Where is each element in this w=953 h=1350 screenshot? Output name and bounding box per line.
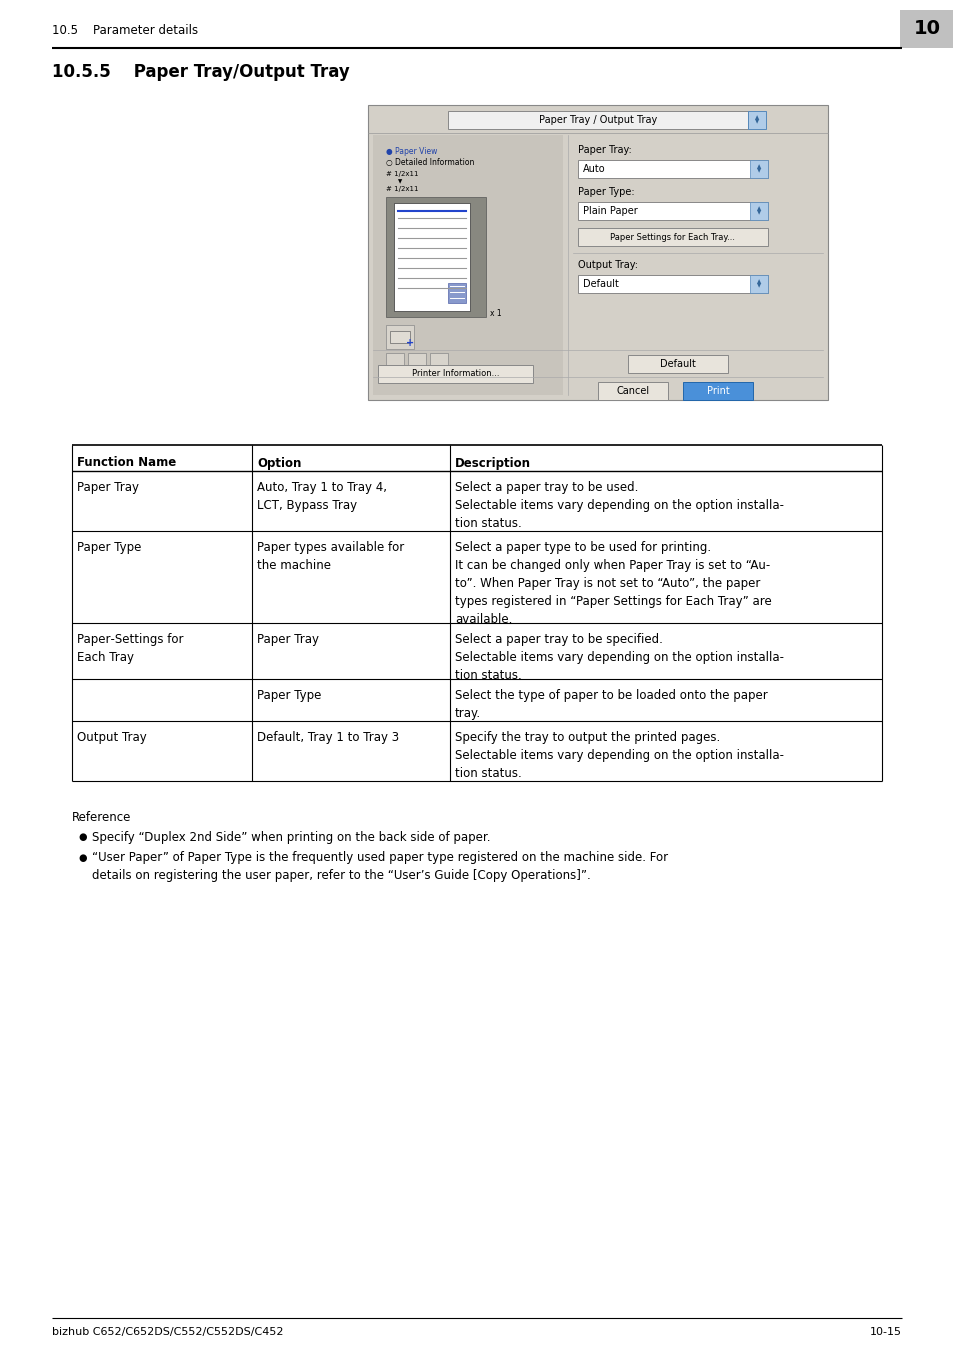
Text: Paper Type: Paper Type (256, 688, 321, 702)
Text: Paper Type: Paper Type (77, 541, 141, 554)
Text: 10.5    Parameter details: 10.5 Parameter details (52, 23, 198, 36)
Text: Default, Tray 1 to Tray 3: Default, Tray 1 to Tray 3 (256, 730, 398, 744)
Text: Auto, Tray 1 to Tray 4,
LCT, Bypass Tray: Auto, Tray 1 to Tray 4, LCT, Bypass Tray (256, 481, 387, 512)
Text: Specify the tray to output the printed pages.
Selectable items vary depending on: Specify the tray to output the printed p… (455, 730, 783, 780)
Text: Reference: Reference (71, 811, 132, 824)
Bar (448, 111, 747, 130)
Text: Select the type of paper to be loaded onto the paper
tray.: Select the type of paper to be loaded on… (455, 688, 767, 720)
Text: Print: Print (706, 386, 729, 396)
Bar (408, 352, 426, 371)
Text: Select a paper tray to be used.
Selectable items vary depending on the option in: Select a paper tray to be used. Selectab… (455, 481, 783, 531)
Text: Paper Tray: Paper Tray (77, 481, 139, 494)
Text: Specify “Duplex 2nd Side” when printing on the back side of paper.: Specify “Duplex 2nd Side” when printing … (91, 832, 490, 844)
Text: # 1/2x11: # 1/2x11 (386, 171, 418, 177)
Text: ● Paper View: ● Paper View (386, 147, 436, 157)
Text: x 1: x 1 (490, 309, 501, 319)
Text: ▲
▼: ▲ ▼ (756, 165, 760, 174)
Text: ▲
▼: ▲ ▼ (754, 115, 759, 124)
Text: Output Tray:: Output Tray: (578, 261, 638, 270)
Text: Select a paper type to be used for printing.
It can be changed only when Paper T: Select a paper type to be used for print… (455, 541, 771, 626)
Text: Description: Description (455, 456, 531, 470)
Bar (578, 202, 767, 220)
Bar (749, 202, 767, 220)
Text: 10-15: 10-15 (869, 1327, 901, 1336)
Text: +: + (406, 338, 414, 348)
Bar (747, 111, 765, 130)
Text: 10: 10 (913, 19, 940, 39)
Bar (899, 9, 953, 49)
Text: ○ Detailed Information: ○ Detailed Information (386, 158, 474, 167)
Text: Paper Tray: Paper Tray (256, 633, 318, 647)
Bar (578, 161, 767, 178)
Text: Cancel: Cancel (616, 386, 649, 396)
Bar (377, 364, 533, 383)
Bar (430, 352, 448, 371)
Bar (394, 202, 470, 310)
Text: “User Paper” of Paper Type is the frequently used paper type registered on the m: “User Paper” of Paper Type is the freque… (91, 852, 667, 883)
Bar (448, 284, 465, 302)
Text: Plain Paper: Plain Paper (582, 207, 638, 216)
Text: Function Name: Function Name (77, 456, 176, 470)
Bar (578, 228, 767, 246)
Text: ●: ● (78, 852, 87, 863)
Text: Paper Tray / Output Tray: Paper Tray / Output Tray (538, 115, 657, 126)
Bar (386, 197, 485, 317)
Bar (749, 161, 767, 178)
Text: Paper Type:: Paper Type: (578, 188, 634, 197)
Text: Paper types available for
the machine: Paper types available for the machine (256, 541, 404, 572)
Text: Printer Information...: Printer Information... (412, 370, 498, 378)
Bar (598, 382, 667, 400)
Text: 10.5.5    Paper Tray/Output Tray: 10.5.5 Paper Tray/Output Tray (52, 63, 350, 81)
Text: Paper Settings for Each Tray...: Paper Settings for Each Tray... (610, 232, 735, 242)
Bar (386, 352, 403, 371)
Text: Default: Default (659, 359, 695, 369)
Bar (682, 382, 752, 400)
Text: ▼: ▼ (397, 180, 402, 184)
Bar (368, 105, 827, 400)
Text: Paper Tray:: Paper Tray: (578, 144, 631, 155)
Bar (390, 331, 410, 343)
Bar (627, 355, 727, 373)
Text: Select a paper tray to be specified.
Selectable items vary depending on the opti: Select a paper tray to be specified. Sel… (455, 633, 783, 682)
Text: ▲
▼: ▲ ▼ (756, 279, 760, 289)
Text: ▲
▼: ▲ ▼ (756, 207, 760, 216)
Text: bizhub C652/C652DS/C552/C552DS/C452: bizhub C652/C652DS/C552/C552DS/C452 (52, 1327, 283, 1336)
Bar (749, 275, 767, 293)
Bar (373, 135, 562, 396)
Text: Auto: Auto (582, 163, 605, 174)
Text: Default: Default (582, 279, 618, 289)
Text: Paper­Settings for
Each Tray: Paper­Settings for Each Tray (77, 633, 183, 664)
Text: Option: Option (256, 456, 301, 470)
Bar (386, 325, 414, 350)
Text: # 1/2x11: # 1/2x11 (386, 186, 418, 192)
Bar (578, 275, 767, 293)
Text: Output Tray: Output Tray (77, 730, 147, 744)
Text: ●: ● (78, 832, 87, 842)
